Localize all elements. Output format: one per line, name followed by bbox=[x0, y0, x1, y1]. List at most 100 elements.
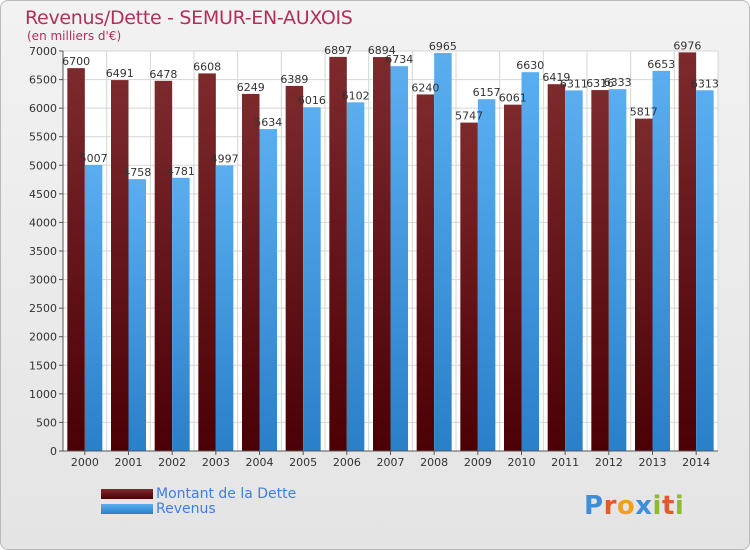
bar-revenue bbox=[390, 66, 408, 451]
legend-label-revenue: Revenus bbox=[156, 500, 216, 517]
bar-revenue bbox=[84, 164, 103, 451]
y-tick-label: 1000 bbox=[29, 388, 57, 401]
bar-revenue bbox=[172, 177, 190, 452]
data-label-debt: 6894 bbox=[368, 44, 396, 57]
data-label-revenue: 4997 bbox=[211, 152, 239, 165]
bar-debt bbox=[460, 122, 478, 451]
data-label-debt: 6389 bbox=[280, 73, 308, 86]
data-label-debt: 6700 bbox=[62, 55, 90, 68]
bar-revenue bbox=[696, 90, 714, 451]
bar-debt bbox=[67, 68, 85, 452]
data-label-debt: 6061 bbox=[499, 92, 527, 105]
y-tick-label: 4500 bbox=[29, 188, 57, 201]
data-label-debt: 6316 bbox=[586, 77, 614, 90]
data-label-revenue: 6157 bbox=[473, 86, 501, 99]
data-label-revenue: 6630 bbox=[516, 59, 544, 72]
data-label-debt: 6419 bbox=[542, 71, 570, 84]
bar-debt bbox=[154, 80, 173, 451]
data-label-revenue: 5634 bbox=[254, 116, 282, 129]
y-tick-label: 2000 bbox=[29, 331, 57, 344]
x-tick-label: 2012 bbox=[595, 456, 623, 469]
bar-debt bbox=[198, 73, 216, 452]
data-label-debt: 5747 bbox=[455, 110, 483, 123]
data-label-revenue: 6965 bbox=[429, 40, 457, 53]
x-tick-label: 2013 bbox=[639, 456, 667, 469]
data-label-revenue: 5007 bbox=[80, 152, 108, 165]
legend-label-debt: Montant de la Dette bbox=[156, 485, 297, 502]
y-tick-label: 5000 bbox=[29, 159, 57, 172]
data-label-debt: 6478 bbox=[149, 68, 177, 81]
y-tick-label: 3000 bbox=[29, 274, 57, 287]
bar-revenue bbox=[521, 72, 539, 452]
x-tick-label: 2004 bbox=[246, 456, 274, 469]
bar-revenue bbox=[215, 165, 234, 451]
x-tick-label: 2008 bbox=[420, 456, 448, 469]
bar-revenue bbox=[565, 90, 583, 451]
bar-debt bbox=[285, 85, 304, 452]
y-tick-label: 5500 bbox=[29, 131, 57, 144]
y-tick-label: 1500 bbox=[29, 359, 57, 372]
data-label-debt: 6976 bbox=[673, 39, 701, 52]
data-label-debt: 5817 bbox=[630, 106, 658, 119]
x-tick-label: 2001 bbox=[115, 456, 143, 469]
data-label-debt: 6491 bbox=[106, 67, 134, 80]
bar-debt bbox=[547, 84, 566, 451]
x-tick-label: 2005 bbox=[289, 456, 317, 469]
bar-debt bbox=[373, 57, 391, 452]
y-tick-label: 3500 bbox=[29, 245, 57, 258]
y-tick-label: 4000 bbox=[29, 216, 57, 229]
x-tick-label: 2000 bbox=[71, 456, 99, 469]
bar-debt bbox=[416, 94, 435, 451]
x-tick-label: 2010 bbox=[508, 456, 536, 469]
data-label-revenue: 4758 bbox=[123, 166, 151, 179]
bar-debt bbox=[329, 56, 347, 452]
data-label-revenue: 6653 bbox=[647, 58, 675, 71]
data-label-debt: 6240 bbox=[411, 81, 439, 94]
y-tick-label: 7000 bbox=[29, 45, 57, 58]
data-label-debt: 6608 bbox=[193, 60, 221, 73]
bar-debt bbox=[678, 52, 697, 451]
x-tick-label: 2014 bbox=[682, 456, 710, 469]
x-tick-label: 2002 bbox=[158, 456, 186, 469]
bar-debt bbox=[242, 93, 260, 452]
x-tick-label: 2007 bbox=[377, 456, 405, 469]
bar-debt bbox=[111, 80, 129, 451]
bar-revenue bbox=[652, 70, 670, 451]
y-tick-label: 500 bbox=[36, 416, 57, 429]
data-label-debt: 6249 bbox=[237, 81, 265, 94]
proxiti-logo: Proxiti bbox=[584, 491, 685, 521]
legend-swatch-debt bbox=[101, 488, 153, 499]
data-label-revenue: 6016 bbox=[298, 94, 326, 107]
data-label-revenue: 4781 bbox=[167, 165, 195, 178]
data-label-revenue: 6311 bbox=[560, 77, 588, 90]
bar-revenue bbox=[303, 107, 321, 451]
data-label-revenue: 6313 bbox=[691, 77, 719, 90]
x-tick-label: 2011 bbox=[551, 456, 579, 469]
y-tick-label: 2500 bbox=[29, 302, 57, 315]
legend-item-debt: Montant de la Dette bbox=[101, 485, 297, 502]
bar-revenue bbox=[346, 102, 365, 452]
bar-debt bbox=[504, 104, 522, 452]
data-label-revenue: 6102 bbox=[342, 89, 370, 102]
chart-title: Revenus/Dette - SEMUR-EN-AUXOIS bbox=[25, 7, 353, 29]
bar-revenue bbox=[128, 179, 146, 451]
legend-swatch-revenue bbox=[101, 503, 153, 514]
chart-subtitle: (en milliers d'€) bbox=[27, 29, 122, 43]
bar-revenue bbox=[259, 129, 277, 452]
x-tick-label: 2006 bbox=[333, 456, 361, 469]
bar-debt bbox=[635, 118, 653, 451]
y-tick-label: 6000 bbox=[29, 102, 57, 115]
bar-debt bbox=[591, 90, 609, 451]
legend-item-revenue: Revenus bbox=[101, 500, 296, 517]
bar-revenue bbox=[608, 89, 627, 451]
x-tick-label: 2009 bbox=[464, 456, 492, 469]
data-label-revenue: 6734 bbox=[385, 53, 413, 66]
bar-revenue bbox=[477, 99, 496, 452]
y-tick-label: 6500 bbox=[29, 74, 57, 87]
data-label-revenue: 6333 bbox=[604, 76, 632, 89]
legend: Montant de la Dette Revenus bbox=[101, 485, 297, 517]
data-label-debt: 6897 bbox=[324, 44, 352, 57]
y-tick-label: 0 bbox=[50, 445, 57, 458]
